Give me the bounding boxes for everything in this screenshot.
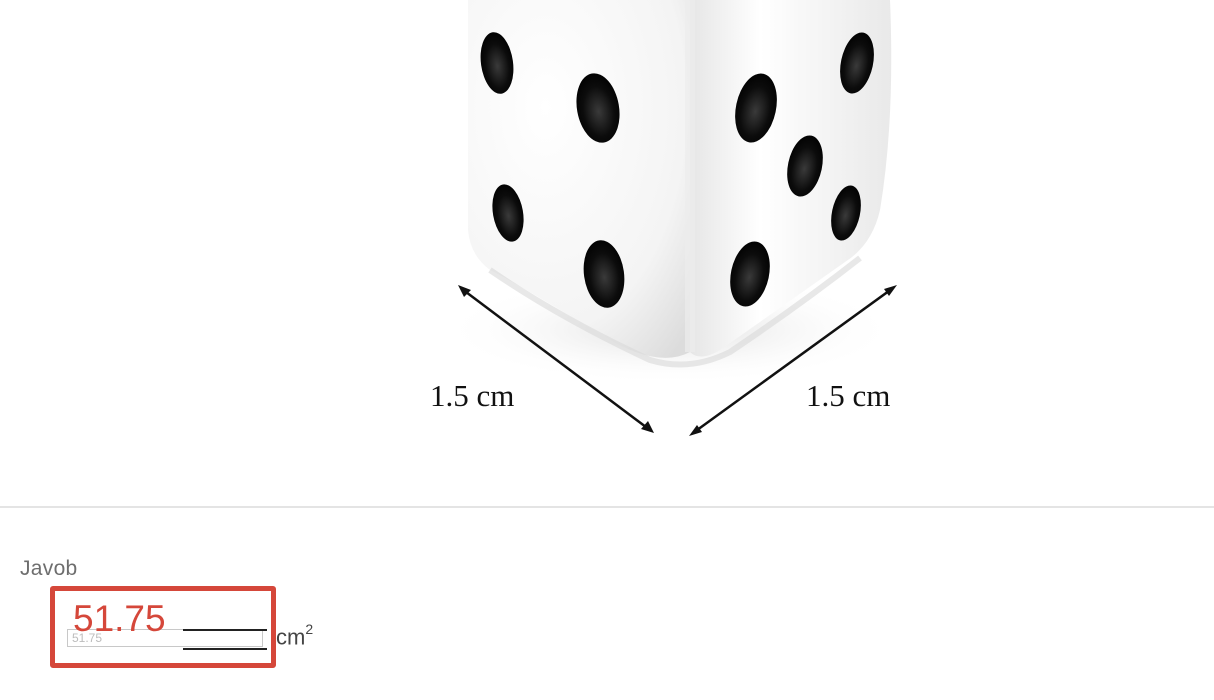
pip xyxy=(831,185,861,241)
right-dimension-arrow xyxy=(689,285,897,436)
dice-figure: 1.5 cm 1.5 cm xyxy=(430,0,900,436)
right-dimension-label: 1.5 cm xyxy=(806,378,890,413)
answer-underline-top xyxy=(183,629,267,631)
unit-exponent: 2 xyxy=(305,621,314,637)
left-dimension-arrow xyxy=(458,285,654,433)
answer-underline-bottom xyxy=(183,648,267,650)
left-dimension-label: 1.5 cm xyxy=(430,378,514,413)
answer-unit: cm2 xyxy=(276,621,314,650)
pip xyxy=(730,241,770,307)
pip xyxy=(735,73,777,143)
answer-entered-value: 51.75 xyxy=(73,598,166,639)
pip xyxy=(480,32,514,94)
pip xyxy=(787,135,823,197)
dice-icon xyxy=(468,0,892,368)
pip xyxy=(576,73,620,143)
pip xyxy=(492,184,524,242)
answer-label: Javob xyxy=(20,557,78,580)
pip xyxy=(583,240,625,308)
answer-input[interactable] xyxy=(67,629,263,647)
section-divider xyxy=(0,506,1214,508)
pip xyxy=(840,32,874,94)
answer-highlight-box xyxy=(50,586,276,668)
unit-text: cm xyxy=(276,624,306,650)
